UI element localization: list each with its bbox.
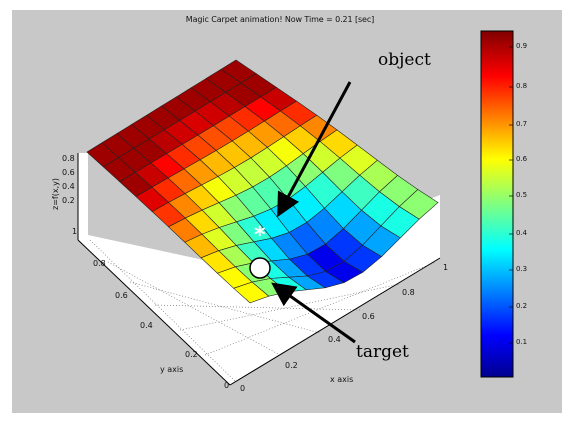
axis-lines xyxy=(77,153,441,386)
colorbar-tick-label: 0.2 xyxy=(516,302,528,310)
x-tick: 0 xyxy=(240,384,245,393)
x-tick: 0.6 xyxy=(362,312,375,321)
x-tick: 0.8 xyxy=(402,288,415,297)
y-tick: 1 xyxy=(72,227,77,236)
x-tick: 0.4 xyxy=(328,335,341,344)
surface-patch xyxy=(398,189,439,220)
y-tick: 0.6 xyxy=(115,291,128,300)
colorbar-tick-label: 0.7 xyxy=(516,120,528,128)
z-tick: 0.2 xyxy=(62,196,75,205)
colorbar-tick-label: 0.8 xyxy=(516,82,528,90)
object-annotation-label: object xyxy=(378,50,431,70)
x-tick-labels: 0 0.2 0.4 0.6 0.8 1 xyxy=(240,263,448,393)
target-marker xyxy=(249,257,271,279)
object-arrow xyxy=(277,81,352,218)
z-axis-label: z=f(x,y) xyxy=(51,178,60,210)
colorbar xyxy=(480,30,514,378)
object-marker: * xyxy=(254,223,266,248)
y-tick-labels: 1 0.8 0.6 0.4 0.2 0 xyxy=(72,227,229,390)
colorbar-tick-label: 0.9 xyxy=(516,42,528,50)
colorbar-ticks xyxy=(509,46,513,344)
colorbar-tick-label: 0.6 xyxy=(516,155,528,163)
colorbar-tick-label: 0.4 xyxy=(516,229,528,237)
plot-title: Magic Carpet animation! Now Time = 0.21 … xyxy=(185,15,375,24)
z-tick: 0.6 xyxy=(62,168,75,177)
z-tick-labels: 0.8 0.6 0.4 0.2 xyxy=(62,154,75,205)
target-annotation-label: target xyxy=(356,342,409,362)
colorbar-tick-label: 0.1 xyxy=(516,338,528,346)
z-tick: 0.4 xyxy=(62,182,75,191)
floor-grid xyxy=(89,239,437,383)
x-tick: 0.2 xyxy=(285,361,298,370)
y-tick: 0.8 xyxy=(93,259,106,268)
y-axis-label: y axis xyxy=(160,365,183,374)
colorbar-tick-label: 0.3 xyxy=(516,265,528,273)
y-tick: 0.2 xyxy=(185,350,198,359)
target-arrow xyxy=(271,282,356,344)
x-tick: 1 xyxy=(443,263,448,272)
x-axis-label: x axis xyxy=(330,375,353,384)
colorbar-tick-label: 0.5 xyxy=(516,191,528,199)
y-tick: 0 xyxy=(224,381,229,390)
z-tick: 0.8 xyxy=(62,154,75,163)
y-tick: 0.4 xyxy=(140,321,153,330)
